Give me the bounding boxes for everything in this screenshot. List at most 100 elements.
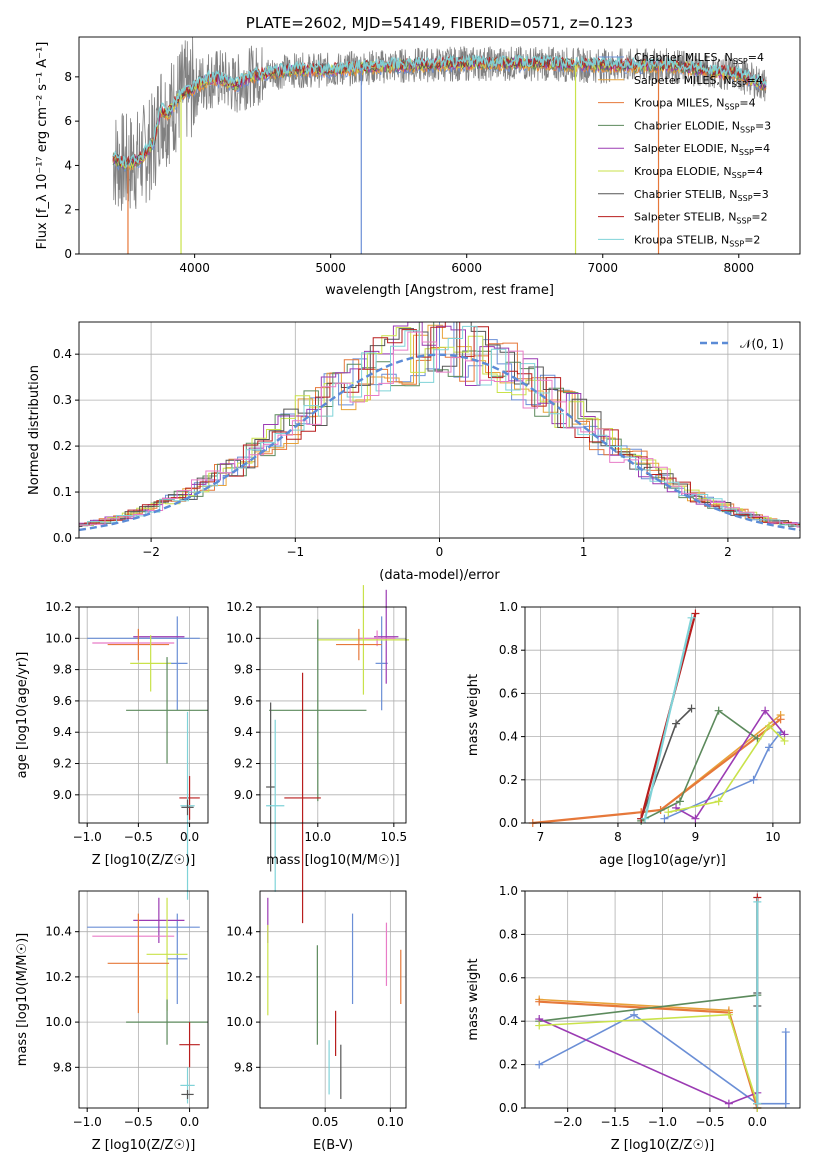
y-tick-label: 9.8	[53, 1060, 72, 1074]
data-marker	[714, 706, 723, 715]
errorbar-point	[336, 628, 382, 661]
data-marker	[691, 609, 700, 618]
data-marker	[714, 797, 723, 806]
legend-label: 𝒩(0, 1)	[740, 337, 784, 351]
y-tick-label: 0.2	[499, 773, 518, 787]
axes-frame	[78, 321, 801, 539]
y-tick-label: 8	[64, 70, 72, 84]
x-tick-label: 8	[614, 830, 622, 844]
axes-7: −2.0 −1.5 −1.0 −0.5 0.0 0.0 0.2 0.4 0.6 0.8 1.0 Z […	[466, 884, 801, 1153]
axes-4: 7 8 9 10 0.0 0.2 0.4 0.6 0.8 1.0 age [log10(age/yr…	[466, 600, 801, 868]
errorbar-point	[269, 619, 367, 802]
x-tick-label: 0.0	[180, 830, 199, 844]
errorbar-point	[266, 702, 276, 872]
model-kroupa-stelib	[112, 54, 767, 169]
data-marker	[776, 715, 785, 724]
legend-label: Chabrier STELIB, NSSP=3	[634, 188, 769, 203]
y-tick-label: 0.4	[499, 730, 518, 744]
axes-frame	[524, 606, 801, 824]
y-tick-label: 0.0	[499, 816, 518, 830]
y-tick-label: 0.3	[53, 393, 72, 407]
errorbar-point	[284, 672, 321, 924]
y-tick-label: 0.6	[499, 971, 518, 985]
y-tick-label: 10.0	[45, 631, 72, 645]
axes-1: −2 −1 0 1 2 0.0 0.1 0.2 0.3 0.4 (data-model)/error…	[27, 321, 801, 583]
legend-label: Chabrier MILES, NSSP=4	[634, 51, 764, 66]
y-axis-label: mass weight	[466, 674, 481, 756]
x-tick-label: 4000	[179, 261, 210, 275]
y-tick-label: 0.4	[499, 1014, 518, 1028]
y-axis-label: Normed distribution	[27, 365, 42, 495]
x-tick-label: 0.0	[180, 1115, 199, 1129]
x-axis-label: wavelength [Angstrom, rest frame]	[325, 283, 554, 298]
x-tick-label: 7	[537, 830, 545, 844]
errorbar-point	[126, 999, 208, 1045]
y-tick-label: 0.0	[499, 1101, 518, 1115]
x-tick-label: 10.5	[380, 830, 407, 844]
axes-6: 0.05 0.10 9.8 10.0 10.2 10.4 E(B-V)	[226, 890, 407, 1153]
y-axis-label: mass [log10(M/M☉)]	[15, 933, 30, 1066]
y-tick-label: 0.8	[499, 643, 518, 657]
y-tick-label: 9.6	[53, 694, 72, 708]
x-axis-label: Z [log10(Z/Z☉)]	[92, 1138, 196, 1153]
errorbar-point	[107, 913, 170, 1014]
line-kroupa-miles	[532, 718, 782, 825]
axes-5: −1.0 −0.5 0.0 9.8 10.0 10.2 10.4 Z [log10(Z/Z☉)…	[15, 890, 209, 1153]
x-tick-label: 10.0	[304, 830, 331, 844]
data-marker	[675, 797, 684, 806]
axes-3: 10.0 10.5 9.0 9.2 9.4 9.6 9.8 10.0 10.2 mass [log…	[226, 585, 410, 924]
data-marker	[753, 897, 762, 906]
line-kroupa-elodie	[539, 1013, 759, 1108]
data-marker	[724, 1099, 733, 1108]
data-marker	[687, 613, 696, 622]
data-marker	[630, 1010, 639, 1019]
y-tick-label: 2	[64, 203, 72, 217]
y-tick-label: 9.0	[234, 788, 253, 802]
y-tick-label: 0.4	[53, 347, 72, 361]
y-tick-label: 4	[64, 158, 72, 172]
y-tick-label: 9.0	[53, 788, 72, 802]
y-tick-label: 0.2	[53, 439, 72, 453]
legend-label: Kroupa STELIB, NSSP=2	[634, 233, 760, 248]
line-kroupa-elodie	[668, 724, 786, 813]
legend: Chabrier MILES, NSSP=4 Salpeter MILES, NS…	[598, 51, 771, 248]
x-tick-label: 2	[724, 545, 732, 559]
errorbar-point	[317, 585, 410, 695]
y-tick-label: 9.4	[234, 725, 253, 739]
y-tick-label: 9.8	[234, 663, 253, 677]
x-tick-label: 9	[692, 830, 700, 844]
y-tick-label: 10.0	[226, 631, 253, 645]
y-tick-label: 0.2	[499, 1058, 518, 1072]
y-tick-label: 10.0	[45, 1015, 72, 1029]
x-tick-label: 8000	[724, 261, 755, 275]
y-tick-label: 10.2	[226, 600, 253, 614]
y-tick-label: 0.6	[499, 686, 518, 700]
data-marker	[672, 719, 681, 728]
x-axis-label: (data-model)/error	[379, 568, 500, 583]
data-marker	[765, 721, 774, 730]
data-marker	[781, 1028, 790, 1037]
errorbar-point	[130, 635, 172, 692]
x-tick-label: −2	[142, 545, 160, 559]
x-tick-label: 5000	[315, 261, 346, 275]
legend-label: Salpeter STELIB, NSSP=2	[634, 211, 768, 226]
errorbar-point	[179, 1022, 200, 1068]
y-axis-label: age [log10(age/yr)]	[15, 652, 30, 779]
axes-frame	[259, 890, 407, 1109]
line-chabrier-elodie	[640, 709, 758, 822]
x-tick-label: −1.5	[601, 1115, 630, 1129]
y-tick-label: 10.4	[45, 925, 72, 939]
data-marker	[761, 706, 770, 715]
line-kroupa-stelib	[644, 617, 693, 819]
y-tick-label: 10.2	[45, 600, 72, 614]
errorbar-point	[107, 628, 170, 661]
y-tick-label: 9.4	[53, 725, 72, 739]
y-tick-label: 10.0	[226, 1015, 253, 1029]
x-tick-label: −2.0	[553, 1115, 582, 1129]
x-axis-label: age [log10(age/yr)]	[599, 853, 726, 868]
axes-frame	[78, 36, 801, 255]
errorbar-point	[266, 719, 285, 892]
y-tick-label: 9.2	[234, 757, 253, 771]
x-tick-label: −0.5	[124, 1115, 153, 1129]
data-marker	[535, 1021, 544, 1030]
